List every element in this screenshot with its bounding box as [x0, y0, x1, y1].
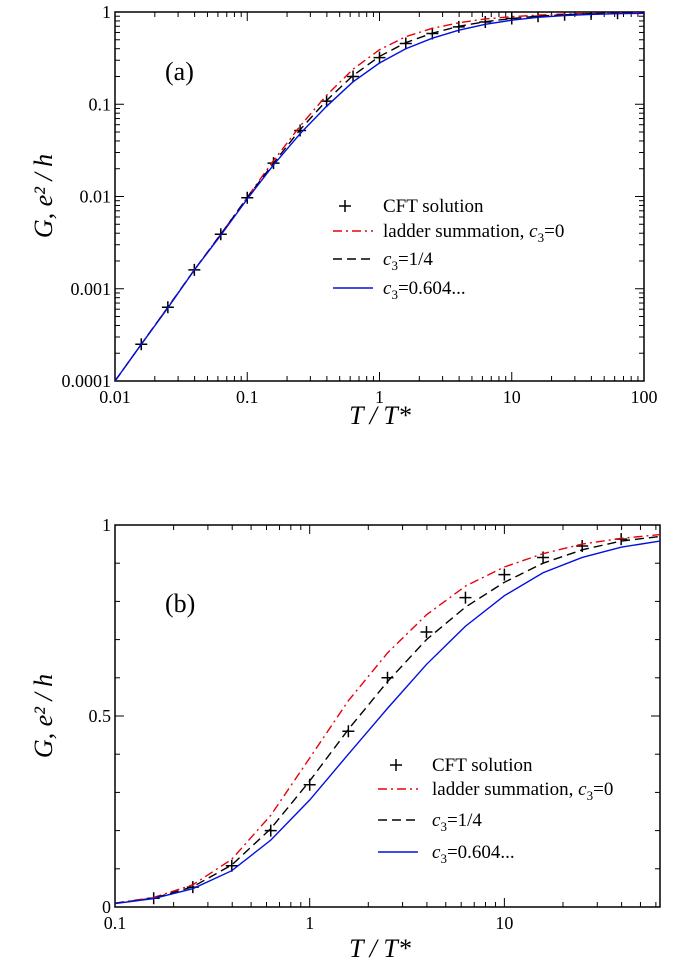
- panel-label: (b): [165, 589, 195, 618]
- y-tick-label: 0.0001: [62, 371, 112, 391]
- chart-panel-b: 0.1 1 10 0 0.5 1 T / T* G, e² / h (b) CFT solutio…: [29, 515, 661, 963]
- x-tick-label: 10: [503, 387, 521, 407]
- y-tick-label: 1: [102, 2, 111, 22]
- x-tick-label: 1: [375, 387, 384, 407]
- cft-marker: [342, 725, 355, 738]
- series-line-2: [115, 12, 644, 381]
- panel-label: (a): [165, 57, 194, 86]
- y-tick-label: 0.001: [71, 279, 112, 299]
- series-line-1: [115, 533, 660, 904]
- legend-label: CFT solution: [383, 196, 484, 217]
- x-tick-label: 100: [631, 387, 658, 407]
- cft-marker: [225, 859, 238, 872]
- cft-marker: [399, 37, 412, 50]
- series-line-2: [115, 535, 660, 904]
- plot-frame: [114, 524, 661, 908]
- legend: CFT solution ladder summation, c3=0 c3=1/4…: [378, 755, 613, 866]
- x-tick-label: 0.1: [104, 913, 127, 933]
- legend-marker: [390, 759, 402, 771]
- cft-marker: [420, 625, 433, 638]
- series-line-1: [115, 12, 644, 381]
- legend-label: CFT solution: [432, 755, 533, 776]
- x-tick-label: 10: [495, 913, 513, 933]
- legend-label: c3=0.604...: [383, 278, 466, 302]
- cft-marker: [459, 591, 472, 604]
- x-tick-label: 0.01: [99, 387, 131, 407]
- legend-label: c3=1/4: [432, 810, 482, 834]
- y-tick-label: 0: [102, 897, 111, 917]
- x-tick-label: 0.1: [236, 387, 259, 407]
- series-line-3: [115, 540, 660, 905]
- legend-label: c3=0.604...: [432, 842, 515, 866]
- legend-label: ladder summation, c3=0: [432, 779, 613, 803]
- x-tick-label: 1: [305, 913, 314, 933]
- legend: CFT solution ladder summation, c3=0 c3=1/4…: [333, 196, 564, 302]
- cft-marker: [264, 824, 277, 837]
- series-line-3: [115, 12, 644, 381]
- y-tick-label: 0.5: [89, 706, 112, 726]
- y-axis-label: G, e² / h: [29, 154, 58, 238]
- y-tick-label: 0.01: [80, 187, 112, 207]
- y-tick-label: 0.1: [89, 94, 112, 114]
- legend-marker: [339, 200, 351, 212]
- legend-label: ladder summation, c3=0: [383, 221, 564, 245]
- y-tick-label: 1: [102, 515, 111, 535]
- cft-marker: [498, 568, 511, 581]
- y-axis-label: G, e² / h: [29, 674, 58, 758]
- x-axis-label: T / T*: [349, 934, 411, 963]
- data-series-group: [115, 12, 644, 381]
- cft-marker: [347, 70, 360, 83]
- cft-marker: [373, 51, 386, 64]
- legend-label: c3=1/4: [383, 249, 433, 273]
- data-series-group: [115, 533, 660, 905]
- x-axis-label: T / T*: [349, 401, 411, 430]
- plot-frame: [114, 11, 645, 382]
